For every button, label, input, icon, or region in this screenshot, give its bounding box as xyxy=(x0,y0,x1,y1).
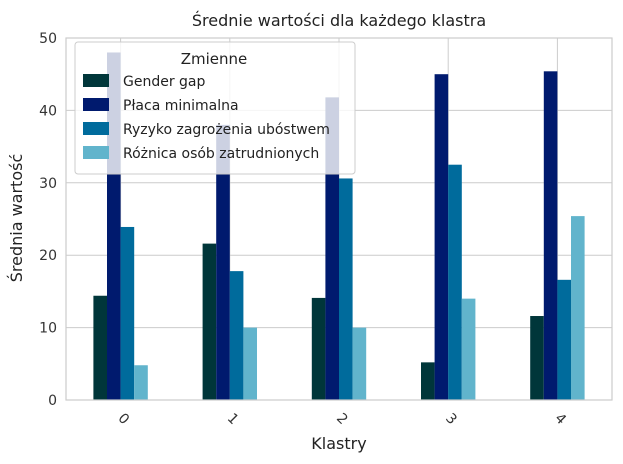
plot-border xyxy=(65,37,613,401)
legend-box xyxy=(74,41,356,175)
bar xyxy=(216,124,230,400)
x-tick-label: 3 xyxy=(442,410,460,428)
legend-label: Gender gap xyxy=(123,74,206,90)
bar xyxy=(339,178,353,400)
y-tick-label: 0 xyxy=(48,393,57,409)
legend-swatch xyxy=(83,146,109,159)
bar xyxy=(93,295,107,400)
y-tick-label: 40 xyxy=(39,103,57,119)
y-tick-label: 50 xyxy=(39,31,57,47)
x-ticks: 0 1 2 3 4 xyxy=(115,410,569,428)
bar xyxy=(434,74,449,400)
y-axis-label: Średnia wartość xyxy=(7,154,26,283)
x-tick-label: 2 xyxy=(333,410,351,428)
legend-swatch xyxy=(83,98,109,111)
bar xyxy=(543,71,558,400)
bar xyxy=(120,226,135,400)
bar xyxy=(229,271,244,400)
x-tick-label: 1 xyxy=(224,410,242,428)
legend-label: Ryzyko zagrożenia ubóstwem xyxy=(123,122,330,138)
bar xyxy=(461,298,476,400)
y-tick-label: 20 xyxy=(39,248,57,264)
bar xyxy=(352,327,367,400)
y-ticks: 0 10 20 30 40 50 xyxy=(39,31,57,409)
legend-label: Różnica osób zatrudnionych xyxy=(123,146,319,162)
bar xyxy=(421,362,435,400)
plot-frame xyxy=(65,37,613,401)
legend-title: Zmienne xyxy=(181,50,248,68)
bar xyxy=(530,316,544,400)
x-tick-label: 0 xyxy=(115,410,133,428)
legend-swatch xyxy=(83,74,109,87)
bar xyxy=(571,216,585,400)
x-tick-label: 4 xyxy=(551,410,569,428)
bar xyxy=(134,365,148,400)
x-axis-label: Klastry xyxy=(311,434,366,453)
bar xyxy=(557,279,571,400)
bar xyxy=(311,297,326,400)
y-tick-label: 10 xyxy=(39,321,57,337)
bar xyxy=(243,327,257,400)
bar xyxy=(202,243,217,400)
bar xyxy=(448,164,462,400)
y-tick-label: 30 xyxy=(39,176,57,192)
legend: Zmienne Gender gap Płaca minimalna Ryzyko … xyxy=(74,41,356,175)
legend-label: Płaca minimalna xyxy=(123,98,239,114)
chart-title: Średnie wartości dla każdego klastra xyxy=(192,11,486,30)
legend-swatch xyxy=(83,122,109,135)
